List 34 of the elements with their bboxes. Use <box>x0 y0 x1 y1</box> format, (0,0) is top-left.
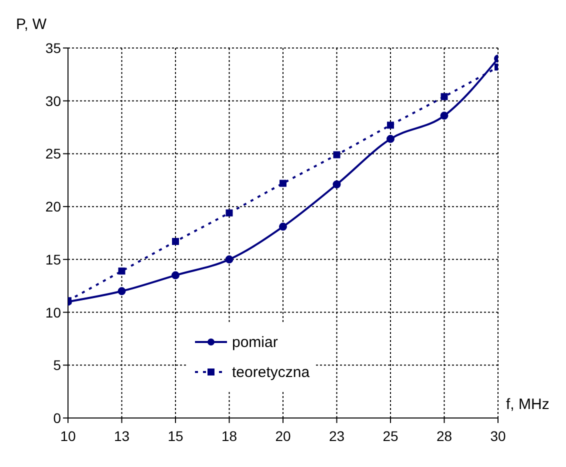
x-tick-label: 30 <box>490 428 506 444</box>
point <box>280 180 286 187</box>
y-tick-label: 30 <box>45 92 62 109</box>
point <box>332 180 341 188</box>
point <box>118 268 126 275</box>
y-tick-label: 0 <box>53 410 62 426</box>
y-tick-label: 5 <box>53 357 62 374</box>
x-tick-label: 13 <box>114 428 130 444</box>
point <box>279 222 287 231</box>
x-axis-title: f, MHz <box>506 396 550 413</box>
point <box>172 238 179 245</box>
point <box>440 93 448 100</box>
x-tick-label: 18 <box>221 428 238 444</box>
point <box>172 271 180 280</box>
y-tick-label: 25 <box>45 146 62 162</box>
y-tick-label: 15 <box>45 251 62 268</box>
point <box>440 112 448 120</box>
point <box>118 287 126 296</box>
point <box>387 122 394 129</box>
legend-label: pomiar <box>232 334 278 350</box>
x-tick-label: 15 <box>168 428 184 444</box>
point <box>386 134 394 143</box>
legend-label: teoretyczna <box>232 364 310 380</box>
y-axis-title: P, W <box>16 16 47 33</box>
y-tick-label: 20 <box>45 198 62 215</box>
x-tick-label: 20 <box>275 428 291 444</box>
y-tick-label: 35 <box>45 40 62 56</box>
x-tick-label: 28 <box>436 428 452 444</box>
x-tick-label: 25 <box>382 428 398 444</box>
point <box>333 151 340 158</box>
point <box>225 255 234 264</box>
point <box>226 209 233 216</box>
x-tick-label: 23 <box>328 428 345 444</box>
y-tick-label: 10 <box>45 304 62 320</box>
